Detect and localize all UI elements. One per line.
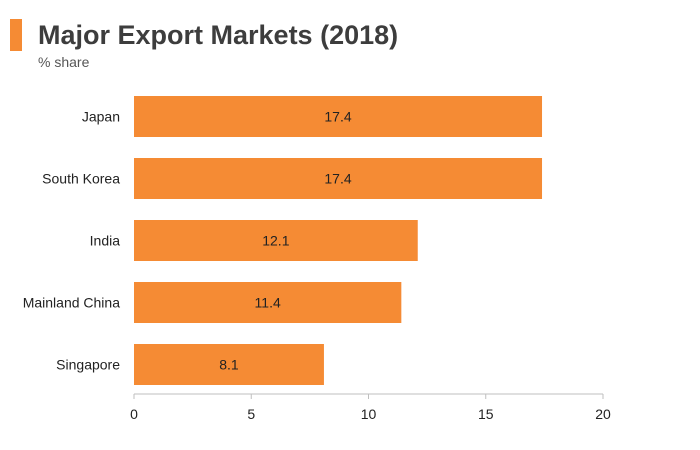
chart-title: Major Export Markets (2018) xyxy=(38,20,399,50)
x-tick-label: 5 xyxy=(247,406,255,422)
x-tick-label: 15 xyxy=(478,406,494,422)
bar-value-label: 11.4 xyxy=(255,295,281,311)
category-label: South Korea xyxy=(42,171,120,187)
category-label: Singapore xyxy=(56,357,120,373)
x-tick-label: 0 xyxy=(130,406,138,422)
bar-mainland-china xyxy=(134,282,402,323)
bar-value-label: 17.4 xyxy=(324,171,351,187)
x-axis: 0 5 10 15 20 xyxy=(130,393,611,422)
chart-subtitle: % share xyxy=(38,54,90,70)
bar-singapore xyxy=(134,344,324,385)
bar-south-korea xyxy=(134,158,543,199)
bar-india xyxy=(134,220,418,261)
bar-value-label: 12.1 xyxy=(262,233,289,249)
category-label: Mainland China xyxy=(23,295,120,311)
x-tick-label: 20 xyxy=(595,406,611,422)
x-tick-label: 10 xyxy=(361,406,377,422)
bar-value-label: 17.4 xyxy=(324,109,351,125)
category-labels: Japan South Korea India Mainland China Singa… xyxy=(23,109,121,373)
bar-value-label: 8.1 xyxy=(219,357,239,373)
category-label: India xyxy=(90,233,121,249)
category-label: Japan xyxy=(82,109,120,125)
title-accent-bar xyxy=(10,19,22,51)
bar-japan xyxy=(134,96,543,137)
bars: 17.4 17.4 12.1 11.4 8.1 xyxy=(134,96,543,385)
